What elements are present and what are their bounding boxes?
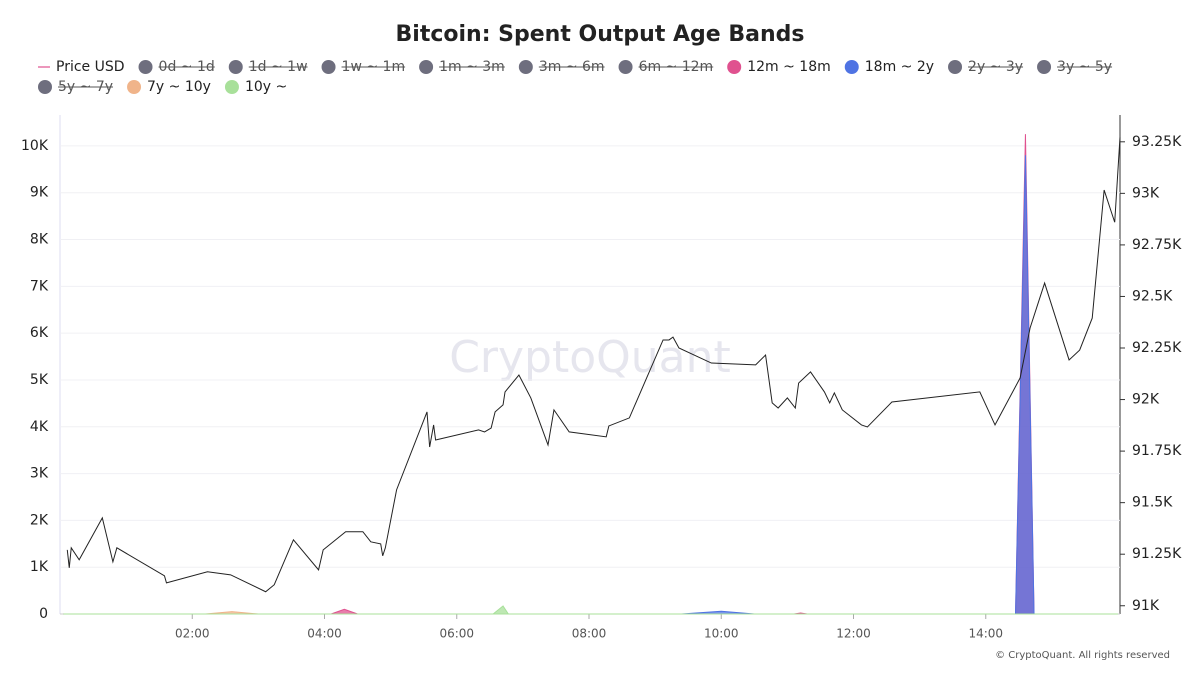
area (63, 605, 1119, 615)
legend-label: 18m ~ 2y (865, 59, 934, 75)
legend-item[interactable]: 2y ~ 3y (948, 59, 1024, 75)
legend-marker (419, 60, 434, 74)
x-tick-label: 08:00 (572, 627, 607, 641)
y-tick-label: 2K (30, 512, 49, 528)
y2-tick-label: 92.75K (1132, 237, 1182, 253)
y-tick-label: 8K (30, 232, 49, 248)
x-tick-label: 06:00 (439, 627, 474, 641)
y2-tick-label: 93.25K (1132, 134, 1182, 150)
y2-tick-label: 93K (1132, 185, 1160, 201)
y-tick-label: 7K (30, 278, 49, 294)
x-tick-label: 02:00 (175, 627, 210, 641)
price-line (66, 137, 1121, 593)
x-tick-label: 12:00 (836, 627, 871, 641)
y2-tick-label: 91.25K (1132, 546, 1182, 562)
legend-item[interactable]: 0d ~ 1d (138, 59, 215, 75)
y2-tick-label: 92K (1132, 392, 1160, 408)
legend-item[interactable]: 1d ~ 1w (228, 59, 308, 75)
legend-marker (38, 80, 52, 94)
y-tick-label: 4K (30, 419, 49, 435)
legend-item[interactable]: 10y ~ (224, 79, 287, 95)
legend-marker (321, 60, 336, 74)
legend-item[interactable]: Price USD (38, 59, 125, 75)
legend-marker (127, 80, 142, 94)
legend-label: 12m ~ 18m (747, 59, 831, 75)
watermark: CryptoQuant (449, 332, 731, 383)
legend-item[interactable]: 3m ~ 6m (518, 59, 605, 75)
legend-label: Price USD (56, 59, 125, 75)
area (63, 155, 1119, 615)
y2-tick-label: 91K (1132, 598, 1160, 614)
legend-item[interactable]: 1w ~ 1m (321, 59, 406, 75)
y-tick-label: 3K (30, 466, 49, 482)
legend-marker (727, 60, 742, 74)
legend-item[interactable]: 3y ~ 5y (1037, 59, 1113, 75)
y2-tick-label: 92.5K (1132, 288, 1173, 304)
legend-marker (228, 60, 243, 74)
y-tick-label: 5K (30, 372, 49, 388)
legend-item[interactable]: 12m ~ 18m (727, 59, 831, 75)
y-tick-label: 6K (30, 325, 49, 341)
x-tick-label: 10:00 (704, 627, 739, 641)
x-tick-label: 14:00 (968, 627, 1003, 641)
legend-item[interactable]: 18m ~ 2y (844, 59, 934, 75)
legend-marker (844, 60, 859, 74)
y-tick-label: 10K (21, 138, 49, 154)
legend-marker (224, 80, 239, 94)
legend-marker (948, 60, 963, 74)
legend-item[interactable]: 6m ~ 12m (618, 59, 714, 75)
legend-marker (518, 60, 533, 74)
legend-marker (618, 60, 633, 74)
legend-item[interactable]: 1m ~ 3m (419, 59, 505, 75)
y2-tick-label: 91.75K (1132, 443, 1182, 459)
legend-item[interactable]: 5y ~ 7y (38, 79, 114, 95)
y-tick-label: 9K (30, 185, 49, 201)
y2-tick-label: 91.5K (1132, 495, 1173, 511)
copyright: © CryptoQuant. All rights reserved (995, 650, 1170, 661)
legend-item[interactable]: 7y ~ 10y (127, 79, 211, 95)
legend-label: 7y ~ 10y (147, 79, 211, 95)
y-tick-label: 0 (39, 606, 48, 622)
chart-title: Bitcoin: Spent Output Age Bands (396, 22, 805, 47)
legend-marker (1037, 60, 1052, 74)
x-tick-label: 04:00 (307, 627, 342, 641)
legend-label: 10y ~ (245, 79, 287, 95)
legend-marker (138, 60, 153, 74)
y2-tick-label: 92.25K (1132, 340, 1182, 356)
y-tick-label: 1K (30, 559, 49, 575)
